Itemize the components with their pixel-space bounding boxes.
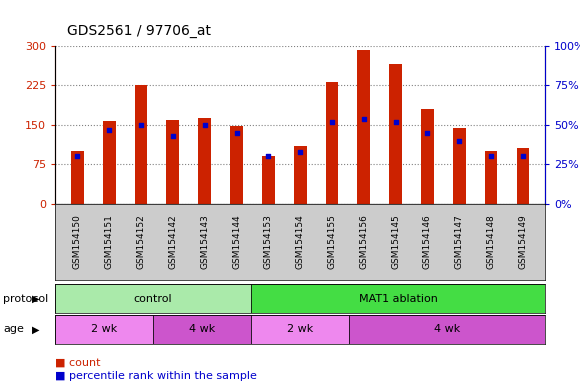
Bar [294,146,306,204]
Text: GSM154145: GSM154145 [391,215,400,269]
Bar [71,151,84,204]
Point [391,119,400,125]
Point [232,130,241,136]
Text: control: control [134,293,172,304]
Bar [357,50,370,204]
Point [359,116,368,122]
Text: ▶: ▶ [32,293,39,304]
Point [327,119,336,125]
Text: GSM154143: GSM154143 [200,215,209,269]
Text: ■ percentile rank within the sample: ■ percentile rank within the sample [55,371,257,381]
Text: GDS2561 / 97706_at: GDS2561 / 97706_at [67,25,211,38]
Bar [262,156,275,204]
Text: GSM154144: GSM154144 [232,215,241,269]
Text: 4 wk: 4 wk [434,324,461,334]
Text: GSM154147: GSM154147 [455,215,464,269]
Point [168,133,177,139]
Bar [230,126,243,204]
Text: 4 wk: 4 wk [189,324,215,334]
Point [136,122,146,128]
Text: GSM154150: GSM154150 [73,215,82,269]
Text: 2 wk: 2 wk [287,324,313,334]
Bar [251,284,545,313]
Text: GSM154149: GSM154149 [519,215,527,269]
Text: GSM154153: GSM154153 [264,215,273,269]
Point [423,130,432,136]
Point [295,149,305,155]
Bar [485,151,498,204]
Text: GSM154148: GSM154148 [487,215,495,269]
Point [487,153,496,159]
Bar [55,315,153,344]
Text: GSM154151: GSM154151 [105,215,114,269]
Text: 2 wk: 2 wk [91,324,117,334]
Text: GSM154146: GSM154146 [423,215,432,269]
Text: age: age [3,324,24,334]
Point [72,153,82,159]
Bar [453,129,466,204]
Bar [421,109,434,204]
Text: GSM154156: GSM154156 [359,215,368,269]
Bar [198,118,211,204]
Bar [325,82,338,204]
Bar [103,121,115,204]
Bar [251,315,349,344]
Point [200,122,209,128]
Text: GSM154142: GSM154142 [168,215,177,269]
Bar [153,315,251,344]
Text: ■ count: ■ count [55,358,100,368]
Bar [349,315,545,344]
Text: GSM154152: GSM154152 [136,215,146,269]
Text: protocol: protocol [3,293,48,304]
Text: MAT1 ablation: MAT1 ablation [359,293,437,304]
Bar [166,119,179,204]
Bar [55,284,251,313]
Point [104,126,114,132]
Text: GSM154154: GSM154154 [296,215,304,269]
Text: ▶: ▶ [32,324,39,334]
Bar [135,85,147,204]
Point [455,137,464,144]
Bar [517,149,530,204]
Point [519,153,528,159]
Bar [389,65,402,204]
Point [264,153,273,159]
Text: GSM154155: GSM154155 [328,215,336,269]
